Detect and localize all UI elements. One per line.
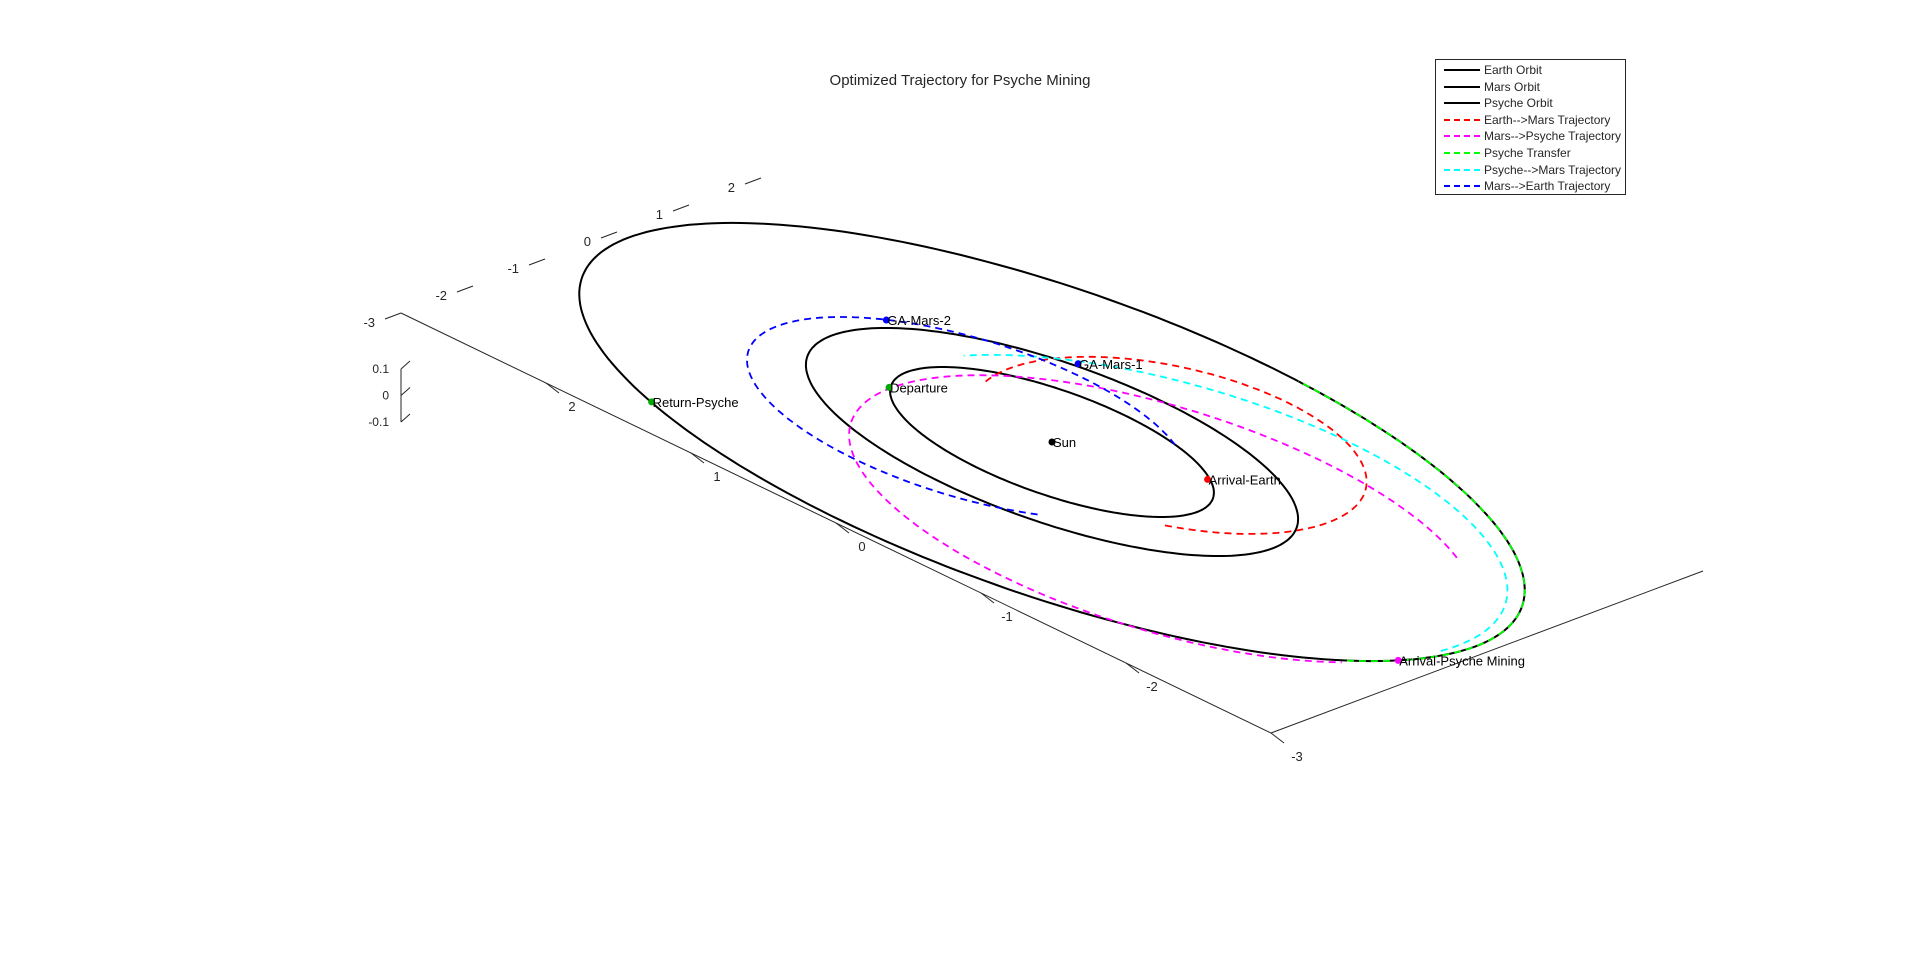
legend-label: Psyche Orbit [1484,96,1553,111]
series-earth-orbit [889,366,1215,518]
legend-swatch [1444,168,1480,171]
x-tick-label: -1 [507,261,519,276]
x-tick [456,285,474,293]
legend: Earth Orbit Mars Orbit Psyche Orbit Earth--… [1435,59,1626,195]
y-tick-label: 1 [713,469,720,484]
legend-label: Earth-->Mars Trajectory [1484,112,1611,127]
x-tick-label: 0 [584,234,591,249]
x-tick [600,231,618,239]
point-return-psyche [648,398,656,406]
point-label-ga-mars-2: GA-Mars-2 [887,313,951,328]
legend-item-mars-psyche-trajectory: Mars-->Psyche Trajectory [1436,129,1625,145]
point-label-departure: Departure [890,380,948,395]
legend-item-earth-orbit: Earth Orbit [1436,63,1625,79]
legend-label: Mars-->Psyche Trajectory [1484,129,1622,144]
chart-title: Optimized Trajectory for Psyche Mining [829,72,1091,89]
series-mars-psyche-trajectory [848,374,1458,664]
point-departure [885,383,893,391]
legend-item-psyche-orbit: Psyche Orbit [1436,96,1625,112]
series-psyche-transfer [1297,380,1526,662]
series-mars-orbit [804,327,1300,557]
point-label-ga-mars-1: GA-Mars-1 [1079,357,1143,372]
y-tick-label: -2 [1146,679,1158,694]
series-earth-mars-trajectory [984,355,1368,535]
legend-item-earth-mars-trajectory: Earth-->Mars Trajectory [1436,113,1625,129]
point-label-return-psyche: Return-Psyche [653,395,739,410]
x-tick [744,177,762,185]
point-arrival-psyche-mining [1394,656,1402,664]
legend-label: Mars-->Earth Trajectory [1484,179,1611,194]
legend-swatch [1444,152,1480,154]
y-tick [980,592,995,604]
x-tick [528,258,546,266]
z-tick-label: -0.1 [368,415,389,429]
y-tick-label: -1 [1001,609,1013,624]
point-label-arrival-psyche-mining: Arrival-Psyche Mining [1399,653,1525,668]
z-tick-label: 0.1 [372,362,389,376]
y-tick-label: 2 [568,399,575,414]
legend-label: Mars Orbit [1484,79,1541,94]
point-label-arrival-earth: Arrival-Earth [1209,472,1281,487]
y-tick [835,522,850,534]
z-tick [400,360,411,370]
y-tick-label: -3 [1291,749,1303,764]
legend-swatch [1444,69,1480,71]
z-tick [400,387,411,396]
y-tick [1270,732,1285,744]
x-tick-label: -3 [363,315,375,330]
x-tick [672,204,690,212]
legend-item-mars-orbit: Mars Orbit [1436,80,1625,96]
axes: 2 1 0 -1 -2 -3 2 1 0 -1 -2 -3 0.1 0 -0.1 [363,177,1704,764]
series-psyche-mars-trajectory [963,354,1509,652]
legend-item-mars-earth-trajectory: Mars-->Earth Trajectory [1436,179,1625,195]
legend-item-psyche-transfer: Psyche Transfer [1436,146,1625,162]
legend-swatch [1444,102,1480,105]
x-tick-label: -2 [435,288,447,303]
x-tick-label: 1 [656,207,663,222]
legend-swatch [1444,135,1480,138]
point-label-sun: Sun [1053,435,1076,450]
point-ga-mars-2 [882,316,890,324]
legend-label: Psyche-->Mars Trajectory [1484,162,1622,177]
y-axis-line [1270,570,1704,734]
z-tick-label: 0 [382,389,389,403]
x-tick [384,312,402,320]
series-group [578,221,1526,664]
x-tick-label: 2 [728,180,735,195]
z-tick [400,413,411,423]
legend-label: Earth Orbit [1484,63,1543,77]
point-sun [1048,438,1056,446]
point-arrival-earth [1204,475,1212,483]
y-tick [1125,662,1140,674]
legend-swatch [1444,185,1480,188]
legend-swatch [1444,85,1480,88]
legend-swatch [1444,118,1480,121]
series-mars-earth-trajectory [746,316,1176,516]
points-group: Sun Departure GA-Mars-2 GA-Mars-1 Arrival-Ea… [648,313,1525,668]
y-tick [690,452,705,464]
y-tick-label: 0 [858,539,865,554]
y-tick [545,382,560,394]
point-ga-mars-1 [1074,360,1082,368]
legend-label: Psyche Transfer [1484,146,1571,160]
legend-item-psyche-mars-trajectory: Psyche-->Mars Trajectory [1436,163,1625,179]
